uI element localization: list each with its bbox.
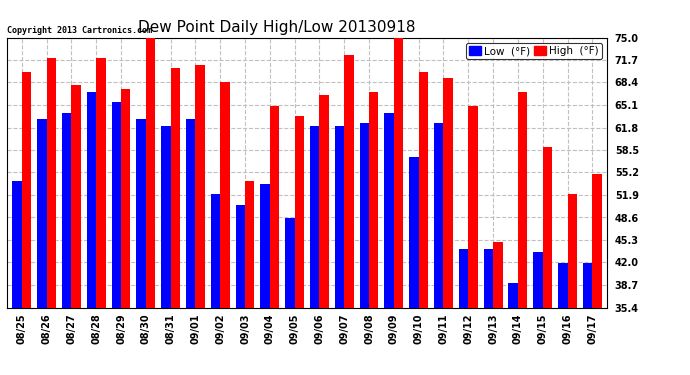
Bar <box>71 85 81 308</box>
Bar <box>359 123 369 308</box>
Bar <box>12 181 22 308</box>
Bar <box>310 126 319 308</box>
Bar <box>137 119 146 308</box>
Bar <box>533 252 543 308</box>
Bar <box>245 181 255 308</box>
Bar <box>543 147 552 308</box>
Bar <box>369 92 379 308</box>
Bar <box>211 194 220 308</box>
Bar <box>434 123 444 308</box>
Bar <box>484 249 493 308</box>
Bar <box>592 174 602 308</box>
Bar <box>394 38 403 308</box>
Bar <box>161 126 170 308</box>
Bar <box>260 184 270 308</box>
Bar <box>459 249 469 308</box>
Bar <box>444 78 453 308</box>
Bar <box>409 157 419 308</box>
Bar <box>344 54 354 307</box>
Bar <box>295 116 304 308</box>
Bar <box>37 119 47 308</box>
Bar <box>384 112 394 308</box>
Bar <box>195 65 205 308</box>
Bar <box>87 92 96 308</box>
Bar <box>270 106 279 308</box>
Bar <box>509 283 518 308</box>
Text: Copyright 2013 Cartronics.com: Copyright 2013 Cartronics.com <box>7 26 152 35</box>
Bar <box>62 112 71 308</box>
Bar <box>469 106 477 308</box>
Bar <box>583 262 592 308</box>
Bar <box>96 58 106 308</box>
Bar <box>319 96 329 308</box>
Bar <box>419 72 428 308</box>
Bar <box>285 218 295 308</box>
Bar <box>220 82 230 308</box>
Bar <box>186 119 195 308</box>
Bar <box>170 68 180 308</box>
Legend: Low  (°F), High  (°F): Low (°F), High (°F) <box>466 43 602 59</box>
Bar <box>112 102 121 308</box>
Bar <box>493 242 502 308</box>
Bar <box>146 34 155 308</box>
Bar <box>22 72 31 308</box>
Bar <box>558 262 567 308</box>
Bar <box>518 92 527 308</box>
Bar <box>567 194 577 308</box>
Title: Dew Point Daily High/Low 20130918: Dew Point Daily High/Low 20130918 <box>138 20 416 35</box>
Bar <box>335 126 344 308</box>
Bar <box>121 88 130 308</box>
Bar <box>235 204 245 308</box>
Bar <box>47 58 56 308</box>
